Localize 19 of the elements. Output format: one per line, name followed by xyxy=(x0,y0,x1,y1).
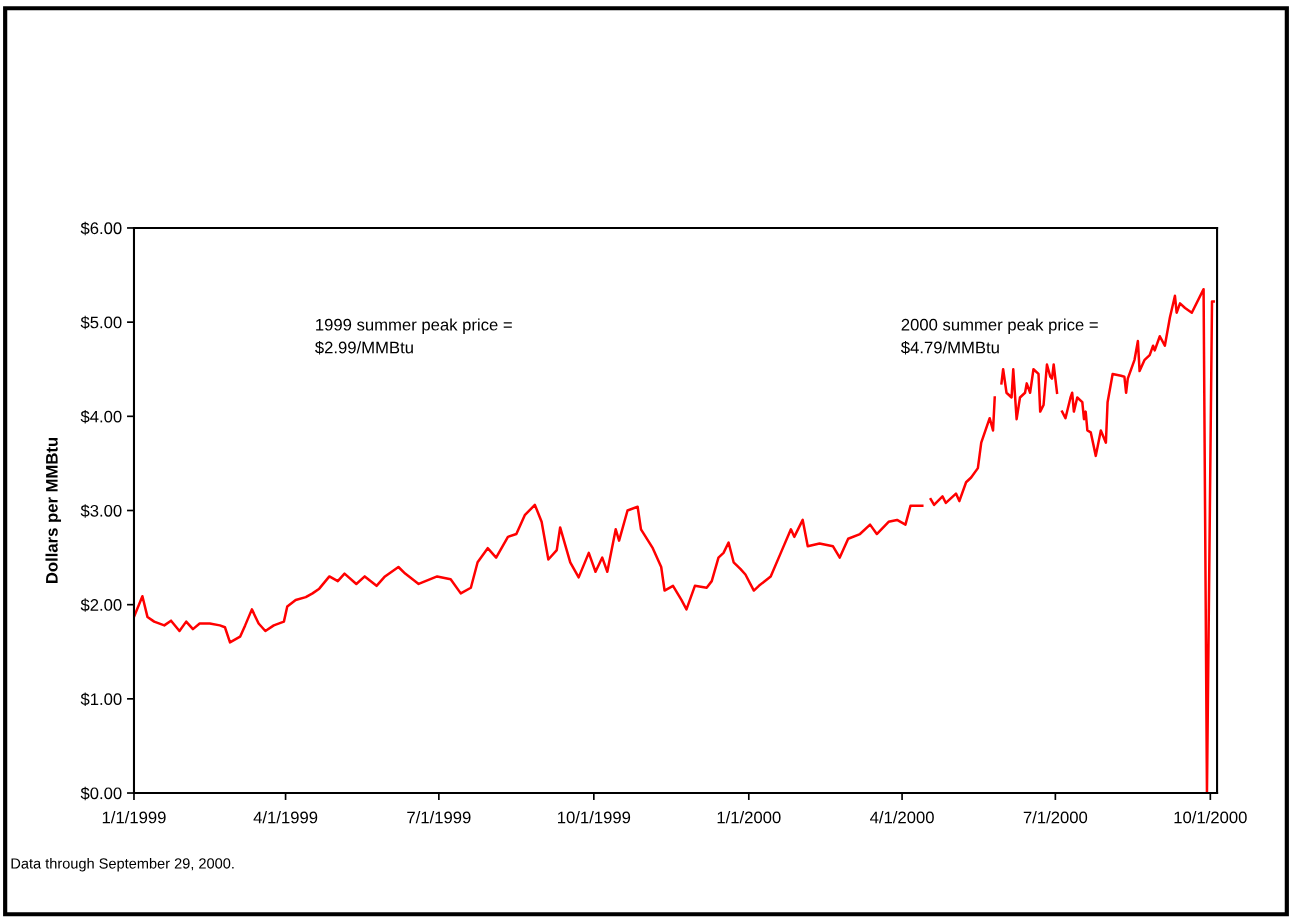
x-tick-label: 1/1/1999 xyxy=(102,811,166,824)
y-tick-label: $3.00 xyxy=(80,504,122,518)
x-tick-label: 1/1/2000 xyxy=(717,811,781,824)
y-tick-label: $4.00 xyxy=(80,410,122,424)
y-axis-title: Dollars per MMBtu xyxy=(45,437,62,583)
annotation: 2000 summer peak price = $4.79/MMBtu xyxy=(900,318,1098,355)
x-tick-label: 10/1/1999 xyxy=(558,811,631,824)
x-tick-label: 7/1/1999 xyxy=(407,811,471,824)
y-tick-label: $6.00 xyxy=(80,221,122,236)
text: Data through September 29, 2000. xyxy=(11,857,234,872)
x-tick-label: 7/1/2000 xyxy=(1023,811,1088,824)
y-tick-label: $2.00 xyxy=(80,598,122,612)
y-tick-label: $1.00 xyxy=(80,692,122,707)
y-tick-label: $0.00 xyxy=(80,786,122,801)
annotation: 1999 summer peak price = $2.99/MMBtu xyxy=(315,318,512,355)
x-tick-label: 4/1/1999 xyxy=(253,811,318,824)
y-tick-label: $5.00 xyxy=(80,315,122,330)
x-tick-label: 4/1/2000 xyxy=(870,811,934,824)
x-tick-label: 10/1/2000 xyxy=(1174,811,1247,824)
